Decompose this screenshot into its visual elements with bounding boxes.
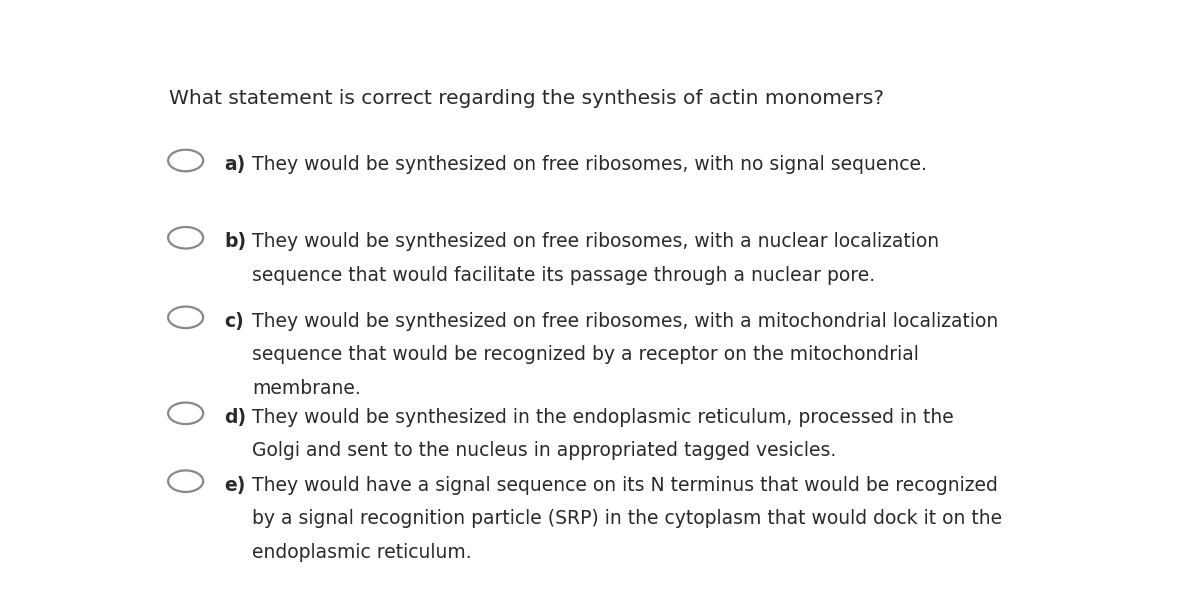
Text: membrane.: membrane. (252, 379, 361, 398)
Text: a): a) (225, 155, 245, 174)
Text: e): e) (225, 475, 246, 494)
Text: c): c) (225, 312, 244, 331)
Text: Golgi and sent to the nucleus in appropriated tagged vesicles.: Golgi and sent to the nucleus in appropr… (252, 441, 837, 460)
Text: They would be synthesized on free ribosomes, with a mitochondrial localization: They would be synthesized on free riboso… (252, 312, 998, 331)
Text: They would be synthesized on free ribosomes, with no signal sequence.: They would be synthesized on free riboso… (252, 155, 927, 174)
Text: What statement is correct regarding the synthesis of actin monomers?: What statement is correct regarding the … (169, 89, 884, 108)
Text: sequence that would facilitate its passage through a nuclear pore.: sequence that would facilitate its passa… (252, 266, 875, 285)
Text: They would be synthesized on free ribosomes, with a nuclear localization: They would be synthesized on free riboso… (252, 232, 939, 251)
Text: sequence that would be recognized by a receptor on the mitochondrial: sequence that would be recognized by a r… (252, 345, 919, 364)
Text: They would be synthesized in the endoplasmic reticulum, processed in the: They would be synthesized in the endopla… (252, 408, 954, 427)
Text: They would have a signal sequence on its N terminus that would be recognized: They would have a signal sequence on its… (252, 475, 998, 494)
Text: by a signal recognition particle (SRP) in the cytoplasm that would dock it on th: by a signal recognition particle (SRP) i… (252, 510, 1002, 528)
Text: b): b) (225, 232, 246, 251)
Text: d): d) (225, 408, 246, 427)
Text: endoplasmic reticulum.: endoplasmic reticulum. (252, 543, 471, 562)
